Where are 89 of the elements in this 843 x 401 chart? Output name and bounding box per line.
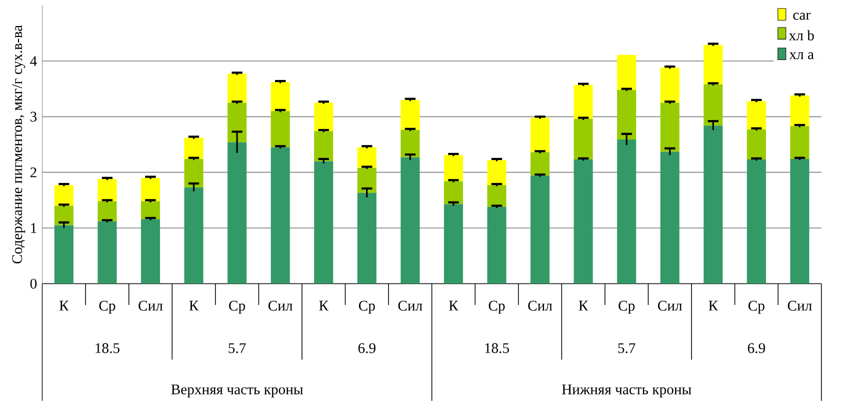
bar [704, 126, 723, 284]
text: 5.7 [618, 343, 636, 354]
bar [444, 155, 463, 182]
x-tick-label: К [578, 300, 588, 310]
x-tick-label: К [319, 300, 329, 310]
bar [54, 225, 74, 284]
bar [574, 118, 593, 160]
bar [98, 201, 117, 222]
bar [790, 159, 810, 284]
x-tick-label: Ср [748, 300, 764, 314]
x-tick-label: К [448, 300, 458, 310]
x-tick-label: Сил [658, 300, 682, 311]
bar [746, 160, 766, 284]
text: 18.5 [96, 343, 120, 354]
y-axis-title: Содержание пигментов, мкг/г сух.в-ва [12, 25, 26, 264]
bar [530, 152, 550, 176]
bar [574, 84, 593, 119]
bar [660, 68, 680, 103]
bar [228, 142, 247, 284]
y-tick-label: 3 [30, 112, 37, 122]
x-tick-label: К [59, 300, 69, 310]
x-tick-label: Сил [398, 300, 422, 311]
bar [746, 130, 766, 160]
bar [660, 102, 680, 152]
bar [487, 185, 506, 207]
x-tick-label: Сил [788, 300, 812, 311]
bar [790, 126, 810, 160]
bar [400, 157, 420, 284]
bar [617, 54, 636, 90]
bar [184, 159, 204, 188]
y-tick-label: 4 [30, 56, 37, 66]
bar [98, 179, 117, 202]
bar [746, 101, 766, 130]
y-tick-label: 1 [31, 223, 36, 233]
bar [270, 82, 290, 112]
bar [357, 147, 376, 168]
x-tick-label: К [189, 300, 199, 310]
bar [530, 118, 550, 152]
bar [400, 130, 420, 158]
bar [790, 96, 810, 126]
bar [184, 138, 204, 160]
bar [487, 160, 506, 186]
text: 18.5 [485, 343, 509, 354]
bar [140, 219, 160, 284]
bar [444, 204, 463, 284]
bar [54, 185, 74, 206]
bar [98, 221, 117, 284]
bar [228, 74, 247, 103]
bar [140, 201, 160, 220]
bar [228, 102, 247, 142]
x-tick-label: К [708, 300, 718, 310]
bar [704, 44, 723, 84]
bar [574, 160, 593, 284]
bar [444, 181, 463, 204]
bar [140, 178, 160, 202]
x-tick-label: Сил [528, 300, 552, 311]
x-tick-label: Сил [138, 300, 163, 311]
bar [487, 206, 506, 284]
bar [660, 152, 680, 284]
bar [314, 161, 334, 284]
x-tick-label: Сил [268, 300, 292, 311]
text: 6.9 [358, 343, 376, 354]
y-tick-label: 0 [30, 278, 37, 289]
text: 6.9 [748, 343, 765, 354]
text: Нижняя часть кроны [562, 384, 692, 398]
bar [357, 168, 376, 193]
bar [617, 90, 636, 140]
bar [530, 176, 550, 284]
bar [314, 131, 334, 162]
legend-label: car [793, 12, 810, 20]
x-tick-label: Ср [488, 300, 505, 314]
text: 5.7 [228, 343, 246, 354]
x-tick-label: Ср [99, 300, 116, 314]
bar [54, 206, 74, 226]
x-tick-label: Ср [358, 300, 375, 314]
legend-label: хл b [788, 30, 814, 40]
legend-label: хл a [789, 52, 814, 60]
bar [270, 111, 290, 148]
bar [314, 102, 334, 132]
y-tick-label: 2 [30, 168, 36, 178]
bar [704, 84, 723, 126]
bar [617, 140, 636, 284]
x-tick-label: Ср [618, 300, 635, 314]
bar [400, 100, 420, 130]
text: Верхняя часть кроны [171, 384, 303, 398]
x-tick-label: Ср [229, 300, 246, 314]
bar [184, 187, 204, 284]
bar [270, 147, 290, 284]
bar [357, 192, 376, 284]
